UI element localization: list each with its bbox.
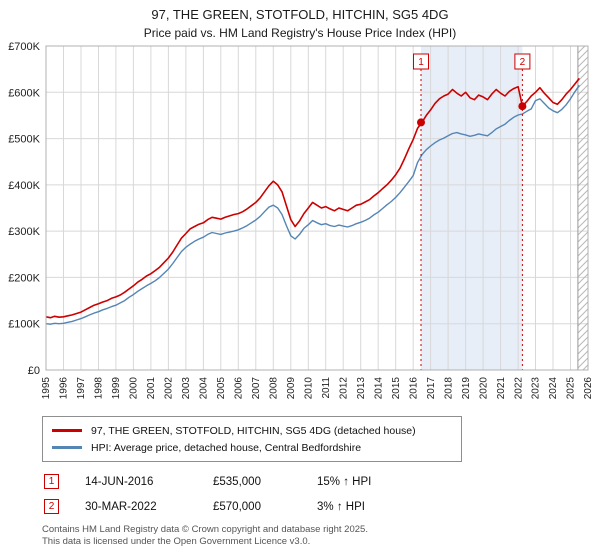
price-history-chart: 1 2 £0 £100K £200K £300K £400K £500K £600K £700K 1… bbox=[8, 41, 594, 400]
svg-text:2023: 2023 bbox=[531, 377, 542, 400]
sale-2-hpi-change: 3% ↑ HPI bbox=[317, 500, 365, 513]
sale-1-price: £535,000 bbox=[213, 475, 261, 488]
svg-text:2026: 2026 bbox=[583, 377, 594, 400]
sale-1-date: 14-JUN-2016 bbox=[85, 475, 154, 488]
svg-text:2025: 2025 bbox=[566, 377, 577, 400]
svg-text:2003: 2003 bbox=[181, 377, 192, 400]
svg-text:2014: 2014 bbox=[373, 377, 384, 400]
legend-item-hpi: HPI: Average price, detached house, Cent… bbox=[52, 439, 452, 456]
chart-legend: 97, THE GREEN, STOTFOLD, HITCHIN, SG5 4D… bbox=[42, 416, 462, 462]
property-line-swatch bbox=[52, 429, 82, 432]
svg-text:2021: 2021 bbox=[496, 377, 507, 400]
svg-text:2001: 2001 bbox=[146, 377, 157, 400]
svg-text:2006: 2006 bbox=[234, 377, 245, 400]
chart-subtitle: Price paid vs. HM Land Registry's House … bbox=[143, 26, 457, 40]
svg-text:2010: 2010 bbox=[304, 377, 315, 400]
svg-text:2: 2 bbox=[520, 57, 526, 68]
legend-label-property: 97, THE GREEN, STOTFOLD, HITCHIN, SG5 4D… bbox=[91, 424, 416, 437]
svg-text:1997: 1997 bbox=[76, 377, 87, 400]
svg-text:1999: 1999 bbox=[111, 377, 122, 400]
svg-text:1998: 1998 bbox=[94, 377, 105, 400]
svg-text:£700K: £700K bbox=[8, 41, 40, 53]
svg-text:2004: 2004 bbox=[199, 377, 210, 400]
sale-2-price: £570,000 bbox=[213, 500, 261, 513]
svg-text:2018: 2018 bbox=[443, 377, 454, 400]
svg-text:2012: 2012 bbox=[338, 377, 349, 400]
svg-text:2020: 2020 bbox=[478, 377, 489, 400]
footer-line-1: Contains HM Land Registry data © Crown c… bbox=[42, 524, 368, 535]
sale-row-2: 2 30-MAR-2022 £570,000 3% ↑ HPI bbox=[44, 499, 600, 514]
svg-text:£500K: £500K bbox=[8, 134, 40, 146]
sale-annotations: 1 14-JUN-2016 £535,000 15% ↑ HPI 2 30-MA… bbox=[44, 474, 600, 514]
svg-text:£200K: £200K bbox=[8, 272, 40, 284]
svg-text:2002: 2002 bbox=[164, 377, 175, 400]
svg-text:2011: 2011 bbox=[321, 377, 332, 399]
sale-2-date: 30-MAR-2022 bbox=[85, 500, 157, 513]
svg-text:2005: 2005 bbox=[216, 377, 227, 400]
svg-text:£300K: £300K bbox=[8, 226, 40, 238]
svg-text:£0: £0 bbox=[28, 365, 40, 377]
sale-1-marker-badge: 1 bbox=[44, 474, 59, 489]
svg-text:1: 1 bbox=[418, 57, 424, 68]
svg-text:2016: 2016 bbox=[408, 377, 419, 400]
svg-text:£600K: £600K bbox=[8, 87, 40, 99]
legend-item-property: 97, THE GREEN, STOTFOLD, HITCHIN, SG5 4D… bbox=[52, 422, 452, 439]
svg-text:£100K: £100K bbox=[8, 319, 40, 331]
chart-title: 97, THE GREEN, STOTFOLD, HITCHIN, SG5 4D… bbox=[151, 7, 449, 22]
sale-row-1: 1 14-JUN-2016 £535,000 15% ↑ HPI bbox=[44, 474, 600, 489]
hpi-line-swatch bbox=[52, 446, 82, 449]
svg-text:1996: 1996 bbox=[59, 377, 70, 400]
svg-text:2022: 2022 bbox=[513, 377, 524, 400]
svg-text:1995: 1995 bbox=[41, 377, 52, 400]
footer: Contains HM Land Registry data © Crown c… bbox=[42, 524, 600, 549]
svg-text:2009: 2009 bbox=[286, 377, 297, 400]
svg-text:2024: 2024 bbox=[548, 377, 559, 400]
svg-text:2015: 2015 bbox=[391, 377, 402, 400]
svg-text:2000: 2000 bbox=[129, 377, 140, 400]
svg-text:£400K: £400K bbox=[8, 180, 40, 192]
legend-label-hpi: HPI: Average price, detached house, Cent… bbox=[91, 441, 362, 454]
svg-text:2017: 2017 bbox=[426, 377, 437, 400]
svg-text:2019: 2019 bbox=[461, 377, 472, 400]
sale-2-marker-badge: 2 bbox=[44, 499, 59, 514]
sale-1-hpi-change: 15% ↑ HPI bbox=[317, 475, 372, 488]
footer-line-2: This data is licensed under the Open Gov… bbox=[42, 536, 311, 548]
svg-text:2008: 2008 bbox=[269, 377, 280, 400]
svg-text:2007: 2007 bbox=[251, 377, 262, 400]
svg-text:2013: 2013 bbox=[356, 377, 367, 400]
